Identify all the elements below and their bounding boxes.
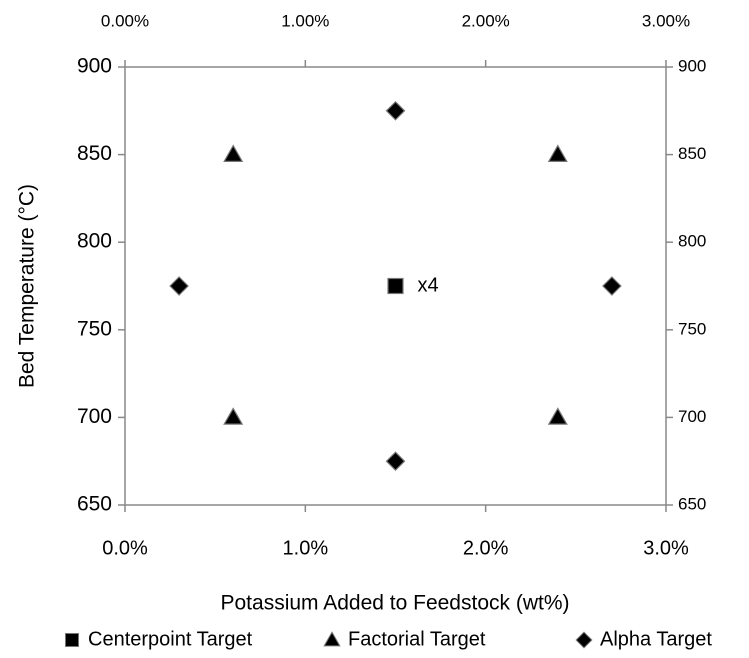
point	[602, 276, 622, 296]
legend-label: Centerpoint Target	[88, 628, 253, 650]
y2-tick-label: 750	[678, 319, 706, 338]
legend-marker	[575, 631, 593, 649]
legend-label: Alpha Target	[600, 628, 712, 650]
point	[547, 144, 568, 162]
y2-tick-label: 850	[678, 144, 706, 163]
x-axis-title: Potassium Added to Feedstock (wt%)	[221, 592, 570, 615]
y2-tick-label: 650	[678, 494, 706, 513]
legend-marker	[65, 633, 79, 647]
y-tick-label: 900	[77, 55, 112, 78]
plot-border	[124, 66, 667, 506]
y-tick-label: 650	[77, 493, 112, 516]
x2-tick-label: 3.00%	[642, 11, 690, 30]
x-tick-label: 0.0%	[102, 537, 148, 559]
point	[547, 407, 568, 425]
annotation: x4	[418, 274, 439, 296]
y2-tick-label: 700	[678, 407, 706, 426]
point	[223, 407, 244, 425]
y2-tick-label: 800	[678, 232, 706, 251]
y-tick-label: 850	[77, 142, 112, 165]
x-tick-label: 1.0%	[283, 537, 329, 559]
point	[169, 276, 189, 296]
y-tick-label: 800	[77, 230, 112, 253]
y-axis-title: Bed Temperature (°C)	[16, 184, 39, 388]
x2-tick-label: 0.00%	[101, 11, 149, 30]
point	[385, 100, 406, 121]
y-tick-label: 700	[77, 405, 112, 428]
x2-tick-label: 2.00%	[462, 11, 510, 30]
x-tick-label: 2.0%	[463, 537, 509, 559]
y-tick-label: 750	[77, 317, 112, 340]
point	[223, 144, 244, 162]
x-tick-label: 3.0%	[643, 537, 689, 559]
y2-tick-label: 900	[678, 56, 706, 75]
x2-tick-label: 1.00%	[281, 11, 329, 30]
legend-label: Factorial Target	[348, 628, 486, 650]
legend-marker	[323, 631, 341, 647]
point	[387, 277, 404, 295]
point	[385, 451, 406, 472]
